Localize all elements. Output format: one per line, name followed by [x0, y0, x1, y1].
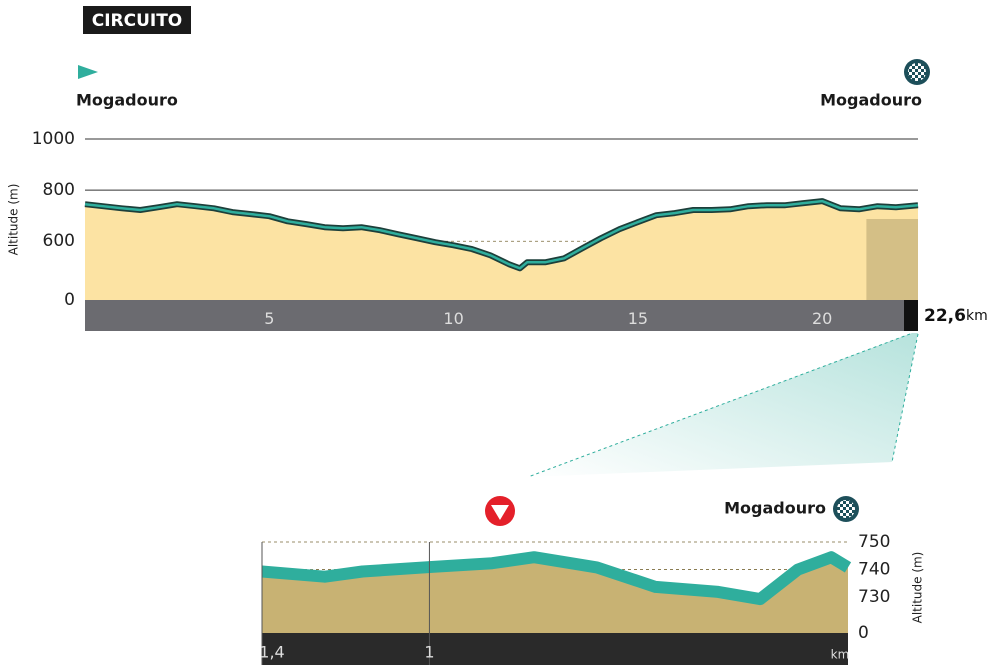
y-tick-label: 0 — [858, 623, 869, 643]
y-tick-label: 740 — [858, 560, 890, 580]
y-tick-label: 730 — [858, 587, 890, 607]
profile-area — [262, 557, 848, 633]
x-unit: km — [966, 308, 988, 324]
y-tick-label: 750 — [858, 532, 890, 552]
zoom-fan — [528, 333, 918, 477]
finish-label: Mogadouro — [724, 499, 826, 518]
final-km-shade — [866, 219, 918, 300]
profile-outline — [261, 551, 852, 606]
title-box — [83, 6, 191, 34]
chart-title: CIRCUITO — [92, 11, 183, 31]
km-bar-end — [904, 300, 918, 331]
y-tick-label: 1000 — [32, 129, 75, 149]
km-bar — [262, 633, 848, 665]
zoom-guide — [891, 333, 919, 463]
profile-area — [85, 201, 918, 300]
y-tick-label: 800 — [43, 180, 75, 200]
finish-icon-pattern — [908, 63, 926, 81]
x-tick-label: 5 — [264, 309, 274, 328]
y-tick-label: 600 — [43, 231, 75, 251]
flamme-rouge-arrow — [491, 505, 509, 520]
x-tick-label: 1,4 — [259, 643, 284, 662]
profile-line — [84, 199, 919, 270]
y-axis-label: Altitude (m) — [7, 184, 21, 256]
x-tick-label: 20 — [812, 309, 832, 328]
x-unit: km — [831, 648, 850, 662]
km-bar — [85, 300, 918, 331]
finish-icon-pattern — [837, 500, 855, 518]
start-label: Mogadouro — [76, 91, 178, 110]
y-axis-label: Altitude (m) — [911, 552, 925, 624]
total-distance: 22,6 — [924, 306, 966, 326]
x-tick-label: 10 — [443, 309, 463, 328]
start-icon — [78, 65, 98, 79]
zoom-guide — [527, 333, 911, 478]
finish-label: Mogadouro — [820, 91, 922, 110]
x-tick-label: 15 — [628, 309, 648, 328]
x-tick-label: 1 — [424, 643, 434, 662]
y-tick-label: 0 — [64, 290, 75, 310]
